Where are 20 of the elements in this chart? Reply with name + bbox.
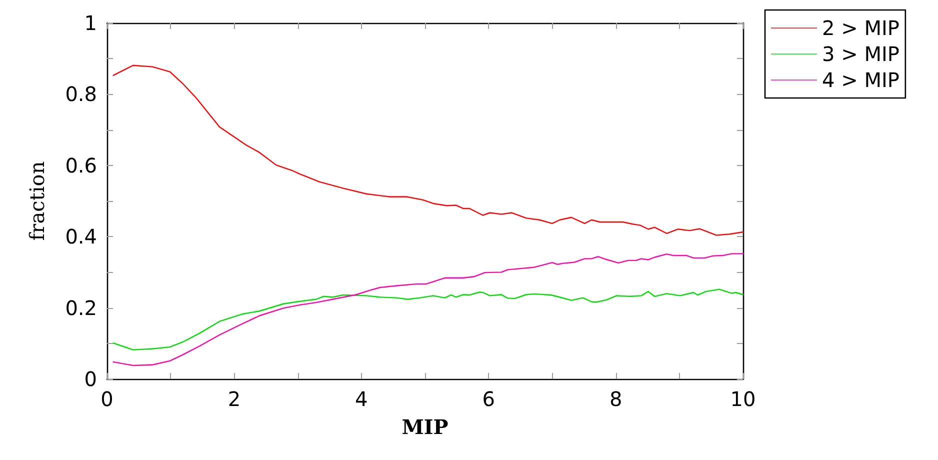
y-tick-label: 0.6 xyxy=(65,153,97,178)
line-series xyxy=(112,288,744,350)
y-tick-label: 0.4 xyxy=(65,224,97,249)
x-tick-label: 0 xyxy=(100,387,114,411)
x-tick-label: 10 xyxy=(730,387,756,411)
x-tick-label: 8 xyxy=(609,387,622,411)
y-tick-label: 0.8 xyxy=(65,82,97,106)
y-tick-label: 0.2 xyxy=(65,296,97,320)
y-tick-label: 0 xyxy=(84,367,97,391)
y-tick-label: 1 xyxy=(84,11,97,35)
x-tick-label: 2 xyxy=(228,387,241,411)
legend-label: 3 > MIP xyxy=(822,42,900,66)
line-series xyxy=(112,64,744,236)
legend-label: 4 > MIP xyxy=(822,68,900,92)
legend-label: 2 > MIP xyxy=(822,16,900,40)
line-series xyxy=(112,253,744,366)
x-tick-label: 4 xyxy=(355,387,368,411)
x-axis-title: MIP xyxy=(402,415,448,439)
x-tick-label: 6 xyxy=(482,387,495,411)
y-axis-title: fraction xyxy=(25,161,49,241)
